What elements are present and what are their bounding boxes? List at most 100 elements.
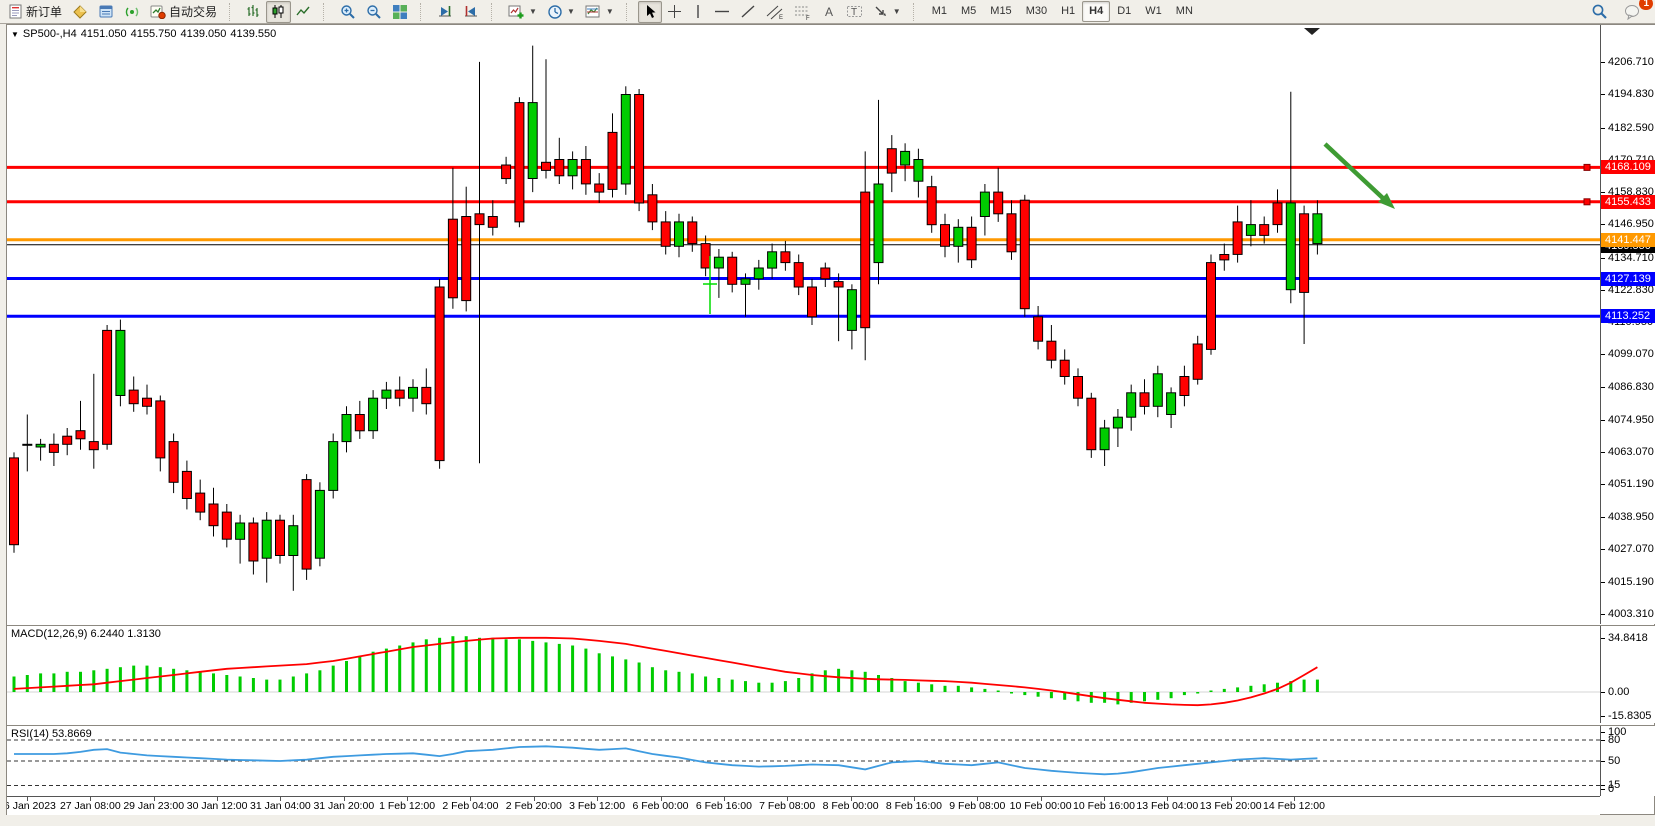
candle bbox=[620, 86, 631, 195]
vertical-line-icon bbox=[697, 5, 699, 18]
trendline-button[interactable] bbox=[735, 1, 761, 23]
candlestick-chart-button[interactable] bbox=[266, 0, 292, 23]
candle bbox=[235, 514, 246, 564]
search-button[interactable] bbox=[1586, 1, 1613, 23]
time-axis-label: 6 Feb 16:00 bbox=[695, 800, 752, 812]
line-chart-button[interactable] bbox=[291, 1, 316, 23]
candle bbox=[674, 213, 684, 258]
candle bbox=[447, 167, 458, 309]
candle bbox=[434, 278, 445, 469]
candle bbox=[421, 368, 432, 415]
svg-text:T: T bbox=[851, 7, 857, 18]
macd-axis: 34.8418 0.00 -15.8305 bbox=[1600, 626, 1655, 723]
candle bbox=[660, 211, 671, 255]
rsi-axis-label: 50 bbox=[1601, 755, 1655, 768]
new-chart-button[interactable]: ▼ bbox=[503, 1, 542, 23]
candle bbox=[408, 379, 418, 412]
rsi-canvas bbox=[7, 739, 1600, 786]
timeframe-M30[interactable]: M30 bbox=[1025, 5, 1048, 17]
time-tick bbox=[597, 797, 599, 801]
macd-title: MACD(12,26,9) 6.2440 1.3130 bbox=[11, 628, 161, 640]
bar-chart-button[interactable] bbox=[241, 1, 266, 23]
candle bbox=[1126, 384, 1137, 431]
notifications-button[interactable]: 1 bbox=[1619, 0, 1653, 23]
timeframe-M5[interactable]: M5 bbox=[961, 5, 977, 17]
channel-button[interactable]: E bbox=[761, 1, 789, 23]
line-handle[interactable] bbox=[1583, 198, 1591, 206]
auto-scroll-button[interactable] bbox=[432, 1, 458, 23]
green-cross-marker[interactable] bbox=[703, 256, 717, 314]
time-tick bbox=[533, 797, 535, 801]
quotes-button[interactable] bbox=[67, 1, 93, 23]
macd-panel[interactable]: MACD(12,26,9) 6.2440 1.3130 bbox=[7, 626, 1600, 723]
panel-separator[interactable] bbox=[7, 624, 1654, 627]
time-axis-label: 3 Feb 12:00 bbox=[569, 800, 626, 812]
time-tick bbox=[1230, 797, 1232, 801]
candle bbox=[1019, 194, 1030, 317]
time-axis-label: 13 Feb 20:00 bbox=[1199, 800, 1262, 812]
macd-canvas bbox=[7, 636, 1600, 707]
time-tick bbox=[27, 797, 28, 801]
dropdown-caret: ▼ bbox=[605, 7, 614, 16]
chart-open: 4151.050 bbox=[80, 28, 127, 40]
new-order-button[interactable]: 新订单 bbox=[3, 1, 67, 23]
price-axis[interactable]: 4206.7104194.8304182.5904170.7104158.830… bbox=[1600, 25, 1655, 624]
tile-windows-icon bbox=[393, 4, 408, 19]
toolbar-group-main: 新订单 自动交易 bbox=[0, 0, 225, 23]
timeframe-MN[interactable]: MN bbox=[1175, 5, 1193, 17]
candle bbox=[368, 390, 379, 439]
toolbar-group-objects: ▼ ▼ ▼ bbox=[500, 0, 622, 23]
candle bbox=[195, 479, 206, 521]
price-chart-panel[interactable]: ▼ SP500-,H4 4151.050 4155.750 4139.050 4… bbox=[7, 25, 1600, 624]
cursor-button[interactable] bbox=[637, 0, 662, 23]
horizontal-line-button[interactable] bbox=[709, 1, 735, 23]
timeframe-W1[interactable]: W1 bbox=[1145, 5, 1162, 17]
vertical-line-button[interactable] bbox=[687, 1, 709, 23]
panel-separator[interactable] bbox=[7, 724, 1654, 727]
crosshair-button[interactable] bbox=[662, 1, 687, 23]
candle bbox=[1179, 365, 1190, 407]
timeframe-D1[interactable]: D1 bbox=[1117, 5, 1132, 17]
candle bbox=[940, 213, 950, 258]
signals-button[interactable] bbox=[119, 1, 145, 23]
chart-dropdown-caret[interactable]: ▼ bbox=[11, 29, 19, 39]
zoom-in-button[interactable] bbox=[335, 1, 361, 23]
chart-shift-marker[interactable] bbox=[1304, 28, 1320, 35]
time-tick bbox=[850, 797, 852, 801]
svg-text:E: E bbox=[779, 15, 783, 20]
fibonacci-button[interactable]: F bbox=[789, 1, 817, 23]
macd-axis-label: -15.8305 bbox=[1601, 710, 1655, 723]
zoom-out-button[interactable] bbox=[361, 1, 387, 23]
timeframe-H1[interactable]: H1 bbox=[1061, 5, 1076, 17]
periods-button[interactable]: ▼ bbox=[542, 1, 580, 23]
rsi-panel[interactable]: RSI(14) 53.8669 bbox=[7, 726, 1600, 796]
candle bbox=[713, 249, 724, 298]
autotrading-button[interactable]: 自动交易 bbox=[145, 1, 222, 23]
templates-button[interactable]: ▼ bbox=[580, 1, 619, 23]
candle bbox=[820, 262, 831, 287]
chat-bubble-icon bbox=[1625, 4, 1639, 20]
time-axis-label: 13 Feb 04:00 bbox=[1136, 800, 1199, 812]
time-tick bbox=[913, 797, 915, 801]
timeframe-M15[interactable]: M15 bbox=[990, 5, 1012, 17]
timeframe-H4[interactable]: H4 bbox=[1082, 1, 1111, 22]
chart-shift-button[interactable] bbox=[458, 1, 484, 23]
shapes-button[interactable]: ▼ bbox=[868, 1, 906, 23]
line-handle[interactable] bbox=[1583, 163, 1591, 171]
time-axis-label: 26 Jan 2023 bbox=[7, 800, 56, 812]
candle bbox=[833, 273, 844, 342]
candle bbox=[1312, 200, 1323, 255]
timeframe-M1[interactable]: M1 bbox=[931, 5, 947, 17]
dropdown-caret: ▼ bbox=[892, 7, 901, 16]
chart-close: 4139.550 bbox=[230, 28, 277, 40]
toolbar-separator bbox=[323, 2, 330, 21]
market-watch-button[interactable] bbox=[93, 1, 119, 23]
text-button[interactable]: A bbox=[817, 1, 841, 23]
green-arrow-annotation[interactable] bbox=[1323, 142, 1395, 209]
label-button[interactable]: T bbox=[841, 1, 868, 23]
chart-shift-icon bbox=[465, 6, 478, 17]
tile-windows-button[interactable] bbox=[387, 1, 413, 23]
price-tick-label: 4051.190 bbox=[1601, 478, 1655, 491]
